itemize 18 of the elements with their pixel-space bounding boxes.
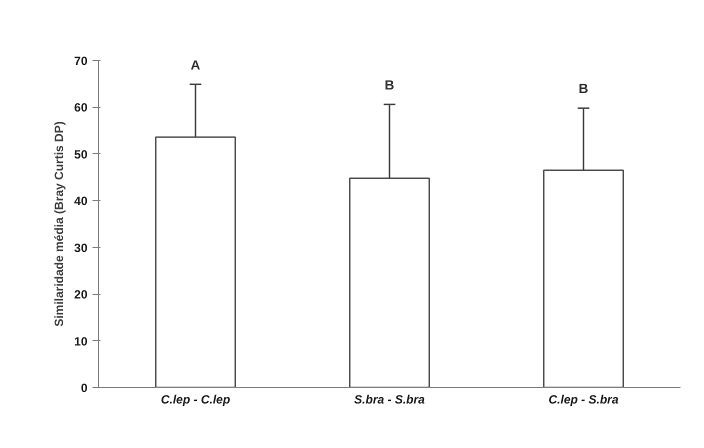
bar xyxy=(348,177,430,388)
x-tick-label: S.bra - S.bra xyxy=(354,392,426,406)
y-tick-label: 30 xyxy=(74,240,88,255)
y-tick-label: 0 xyxy=(80,381,88,395)
bar xyxy=(542,170,624,388)
annotation: B xyxy=(384,77,395,92)
y-tick-label: 50 xyxy=(74,147,88,162)
y-tick-label: 60 xyxy=(74,100,88,115)
annotation: B xyxy=(578,81,589,96)
annotation: A xyxy=(190,57,201,72)
y-tick-label: 10 xyxy=(74,334,88,348)
y-tick-label: 20 xyxy=(74,288,88,302)
y-axis-title: Similaridade média (Bray Curtis DP) xyxy=(52,121,66,327)
x-tick-label: C.lep - C.lep xyxy=(160,392,230,406)
y-tick-label: 70 xyxy=(74,54,88,68)
x-tick-label: C.lep - S.bra xyxy=(548,392,619,406)
y-tick-label: 40 xyxy=(74,194,88,208)
bar xyxy=(154,136,236,388)
